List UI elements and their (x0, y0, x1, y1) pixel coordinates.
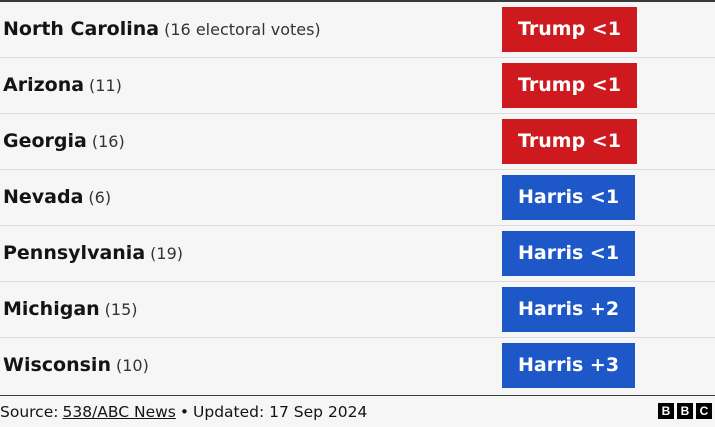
source-link[interactable]: 538/ABC News (62, 403, 176, 421)
electoral-votes: (19) (150, 244, 183, 263)
state-name: Michigan (3, 298, 100, 320)
updated: Updated: 17 Sep 2024 (193, 403, 368, 421)
electoral-votes: (10) (115, 356, 149, 375)
electoral-votes: (16 electoral votes) (164, 20, 321, 39)
state-cell: Arizona (11) (3, 74, 122, 96)
state-cell: Pennsylvania (19) (3, 242, 183, 264)
table: North Carolina (16 electoral votes) Trump … (0, 0, 715, 394)
lead-badge: Harris +2 (502, 287, 636, 332)
row: Michigan (15) Harris +2 (0, 282, 715, 338)
state-name: Arizona (3, 74, 85, 96)
state-name: Nevada (3, 186, 84, 208)
logo-letter: B (677, 403, 693, 419)
row: Pennsylvania (19) Harris <1 (0, 226, 715, 282)
state-name: Pennsylvania (3, 242, 146, 264)
separator: • (179, 403, 190, 421)
state-cell: Nevada (6) (3, 186, 111, 208)
row: Wisconsin (10) Harris +3 (0, 338, 715, 394)
state-name: Wisconsin (3, 354, 111, 376)
lead-badge: Trump <1 (502, 119, 637, 164)
state-cell: Georgia (16) (3, 130, 125, 152)
row: Nevada (6) Harris <1 (0, 170, 715, 226)
lead-badge: Harris +3 (502, 343, 636, 388)
lead-badge: Harris <1 (502, 175, 636, 220)
electoral-votes: (11) (89, 76, 122, 95)
state-cell: Michigan (15) (3, 298, 138, 320)
state-cell: North Carolina (16 electoral votes) (3, 18, 321, 40)
source-label: Source: (0, 403, 59, 421)
electoral-votes: (16) (91, 132, 125, 151)
state-cell: Wisconsin (10) (3, 354, 149, 376)
state-name: North Carolina (3, 18, 160, 40)
lead-badge: Trump <1 (502, 7, 637, 52)
footer: Source: 538/ABC News • Updated: 17 Sep 2024… (0, 395, 715, 427)
row: North Carolina (16 electoral votes) Trump … (0, 2, 715, 58)
logo-letter: C (696, 403, 712, 419)
electoral-votes: (6) (88, 188, 112, 207)
footer-text: Source: 538/ABC News • Updated: 17 Sep 2024 (0, 403, 371, 421)
lead-badge: Harris <1 (502, 231, 636, 276)
state-name: Georgia (3, 130, 87, 152)
electoral-votes: (15) (104, 300, 138, 319)
row: Georgia (16) Trump <1 (0, 114, 715, 170)
lead-badge: Trump <1 (502, 63, 637, 108)
row: Arizona (11) Trump <1 (0, 58, 715, 114)
logo-letter: B (658, 403, 674, 419)
